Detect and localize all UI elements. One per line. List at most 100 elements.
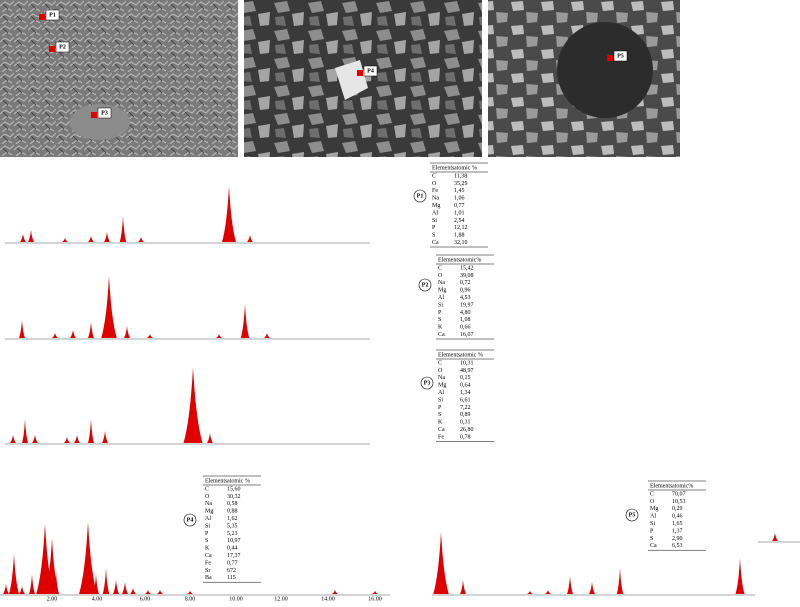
table-header: atomic % bbox=[460, 352, 483, 358]
table-cell: Na bbox=[205, 501, 212, 507]
table-cell: Si bbox=[205, 523, 210, 529]
table-cell: 1,01 bbox=[454, 210, 465, 216]
table-label-circle bbox=[418, 278, 432, 292]
table-cell: 48,97 bbox=[460, 368, 474, 374]
spectrum-peak bbox=[222, 186, 236, 242]
table-cell: 2,90 bbox=[672, 536, 683, 542]
table-cell: 0,44 bbox=[227, 546, 238, 552]
table-cell: 2,54 bbox=[454, 218, 465, 224]
table-cell: S bbox=[650, 536, 653, 542]
table-cell: 70,07 bbox=[672, 491, 686, 497]
spectrum-peak bbox=[460, 580, 466, 594]
table-cell: 0,31 bbox=[460, 420, 471, 426]
table-cell: O bbox=[432, 181, 437, 187]
table-cell: 26,80 bbox=[460, 427, 474, 433]
table-cell: O bbox=[438, 368, 443, 374]
table-cell: C bbox=[438, 265, 442, 271]
spectrum-peak bbox=[102, 568, 110, 594]
table-cell: Na bbox=[438, 280, 445, 286]
spectrum-peak bbox=[19, 586, 25, 594]
table-cell: 1,62 bbox=[227, 516, 238, 522]
spectrum-peak bbox=[88, 419, 94, 443]
table-cell: Mg bbox=[438, 383, 446, 389]
table-cell: C bbox=[438, 360, 442, 366]
table-cell: 15,42 bbox=[460, 265, 474, 271]
x-tick-label: 14.00 bbox=[321, 596, 335, 602]
spectrum-peak bbox=[130, 588, 136, 594]
table-label-circle bbox=[625, 508, 639, 522]
table-cell: 1,88 bbox=[454, 233, 465, 239]
marker-label-box bbox=[55, 41, 70, 53]
table-cell: 0,66 bbox=[460, 325, 471, 331]
table-cell: Fe bbox=[438, 434, 444, 440]
marker-label: P1 bbox=[49, 12, 56, 18]
table-cell: Ca bbox=[205, 553, 212, 559]
table-cell: 10,31 bbox=[460, 360, 474, 366]
table-cell: 672 bbox=[227, 568, 236, 574]
table-header: Elements bbox=[432, 165, 455, 171]
table-cell: C bbox=[650, 491, 654, 497]
table-cell: Al bbox=[205, 516, 211, 522]
table-cell: 16,07 bbox=[460, 332, 474, 338]
table-cell: 17,37 bbox=[227, 553, 241, 559]
table-cell: 6,61 bbox=[460, 397, 471, 403]
table-cell: Mg bbox=[438, 288, 446, 294]
spectrum-peak bbox=[145, 590, 151, 594]
spectrum-peak bbox=[113, 580, 119, 594]
sem-particle bbox=[70, 104, 130, 140]
table-cell: S bbox=[432, 233, 435, 239]
table-cell: K bbox=[438, 420, 443, 426]
spectrum-peak bbox=[216, 334, 222, 338]
marker-dot bbox=[357, 70, 363, 76]
spectrum-peak bbox=[104, 232, 110, 242]
spectrum-peak bbox=[102, 431, 108, 443]
spectrum-peak bbox=[616, 568, 624, 594]
table-cell: Mg bbox=[205, 509, 213, 515]
spectrum-peak bbox=[735, 558, 745, 594]
marker-label-box bbox=[97, 107, 112, 119]
table-cell: 1,45 bbox=[454, 188, 465, 194]
table-cell: Ba bbox=[205, 575, 212, 581]
x-tick-label: 2.00 bbox=[47, 596, 58, 602]
table-cell: Al bbox=[432, 210, 438, 216]
table-header: atomic% bbox=[672, 483, 693, 489]
spectrum-peak bbox=[62, 238, 68, 242]
table-cell: K bbox=[205, 546, 210, 552]
spectrum-peak bbox=[264, 333, 270, 338]
marker-label: P4 bbox=[367, 68, 374, 74]
spectrum-peak bbox=[9, 554, 19, 594]
table-cell: 6,53 bbox=[672, 543, 683, 549]
table-cell: 30,32 bbox=[227, 494, 241, 500]
table-cell: 7,22 bbox=[460, 405, 471, 411]
table-cell: Si bbox=[438, 397, 443, 403]
table-cell: S bbox=[205, 538, 208, 544]
spectrum-peak bbox=[28, 230, 34, 242]
table-cell: 11,38 bbox=[454, 173, 467, 179]
spectrum-peak bbox=[101, 276, 117, 338]
table-label: P2 bbox=[422, 282, 429, 288]
spectrum-peak bbox=[3, 584, 9, 594]
x-tick-label: 4.00 bbox=[92, 596, 103, 602]
spectrum-peak bbox=[589, 582, 595, 594]
table-cell: 19,97 bbox=[460, 302, 474, 308]
table-cell: Ca bbox=[432, 240, 439, 246]
spectrum-peak bbox=[372, 591, 378, 594]
table-cell: 32,10 bbox=[454, 240, 468, 246]
table-cell: Na bbox=[438, 375, 445, 381]
table-cell: O bbox=[650, 499, 655, 505]
spectrum-peak bbox=[10, 435, 16, 443]
spectrum-peak bbox=[79, 522, 97, 594]
table-header: atomic % bbox=[454, 165, 477, 171]
spectrum-peak bbox=[240, 304, 250, 338]
spectrum-peak bbox=[93, 574, 99, 594]
table-label-circle bbox=[420, 376, 434, 390]
table-cell: 0,96 bbox=[460, 288, 471, 294]
table-cell: Fe bbox=[205, 560, 211, 566]
spectrum-peak bbox=[29, 574, 35, 594]
table-cell: O bbox=[438, 273, 443, 279]
spectrum-peak bbox=[207, 433, 213, 443]
spectrum-peak bbox=[74, 435, 80, 443]
table-cell: S bbox=[438, 317, 441, 323]
table-cell: P bbox=[432, 225, 436, 231]
